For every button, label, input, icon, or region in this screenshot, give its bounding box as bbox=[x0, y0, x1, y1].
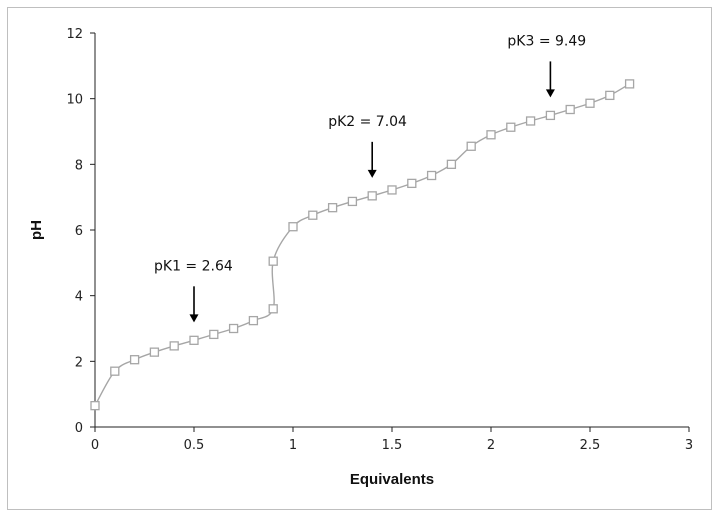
y-tick-label: 2 bbox=[75, 355, 83, 370]
x-tick-label: 0.5 bbox=[184, 438, 205, 453]
annotation-label: pK1 = 2.64 bbox=[154, 258, 233, 274]
annotation-label: pK3 = 9.49 bbox=[507, 33, 586, 49]
data-point bbox=[446, 159, 457, 169]
y-tick-label: 10 bbox=[66, 93, 83, 108]
data-point bbox=[466, 141, 476, 151]
data-point bbox=[347, 196, 358, 207]
data-point bbox=[545, 110, 556, 121]
y-tick-label: 4 bbox=[75, 290, 83, 305]
x-tick-label: 1.5 bbox=[382, 438, 403, 453]
data-point bbox=[209, 329, 219, 340]
data-point bbox=[367, 191, 377, 201]
x-tick-label: 2.5 bbox=[580, 438, 601, 453]
data-point bbox=[248, 315, 259, 326]
data-point bbox=[585, 98, 595, 108]
chart-frame bbox=[7, 7, 712, 510]
data-point bbox=[327, 203, 338, 213]
data-point bbox=[268, 256, 278, 266]
annotations: pK1 = 2.64 pK2 = 7.04 pK3 = 9.49 bbox=[154, 33, 586, 323]
data-point bbox=[624, 79, 635, 89]
y-tick-label: 6 bbox=[75, 224, 83, 239]
y-ticks: 0 2 4 6 8 10 12 bbox=[66, 27, 95, 436]
data-point bbox=[387, 185, 397, 195]
x-tick-label: 0 bbox=[91, 438, 99, 453]
data-point bbox=[486, 130, 496, 140]
data-point bbox=[605, 90, 615, 101]
data-point bbox=[129, 355, 140, 365]
data-point bbox=[189, 335, 199, 345]
data-point bbox=[426, 170, 437, 181]
data-point bbox=[228, 323, 239, 334]
data-point bbox=[288, 222, 298, 232]
y-axis-title: pH bbox=[28, 220, 45, 240]
series-line bbox=[94, 83, 630, 407]
x-axis-title: Equivalents bbox=[350, 471, 434, 488]
data-point bbox=[565, 104, 575, 115]
y-tick-label: 0 bbox=[75, 421, 83, 436]
y-tick-label: 8 bbox=[75, 158, 83, 173]
annotation-label: pK2 = 7.04 bbox=[328, 114, 407, 130]
annotation-arrowhead bbox=[545, 89, 555, 98]
data-point bbox=[525, 116, 536, 126]
annotation-arrowhead bbox=[189, 314, 199, 323]
data-point bbox=[169, 341, 179, 351]
data-point bbox=[308, 210, 318, 220]
x-tick-label: 3 bbox=[685, 438, 693, 453]
x-tick-label: 2 bbox=[487, 438, 495, 453]
x-tick-label: 1 bbox=[289, 438, 297, 453]
data-point bbox=[506, 122, 516, 132]
data-point bbox=[90, 401, 100, 411]
data-markers bbox=[90, 79, 635, 411]
data-point bbox=[110, 366, 120, 376]
annotation-arrowhead bbox=[367, 169, 377, 178]
data-point bbox=[268, 304, 278, 314]
y-tick-label: 12 bbox=[66, 27, 83, 42]
x-ticks: 0 0.5 1 1.5 2 2.5 3 bbox=[91, 427, 693, 453]
data-point bbox=[407, 178, 417, 189]
data-point bbox=[149, 347, 160, 357]
